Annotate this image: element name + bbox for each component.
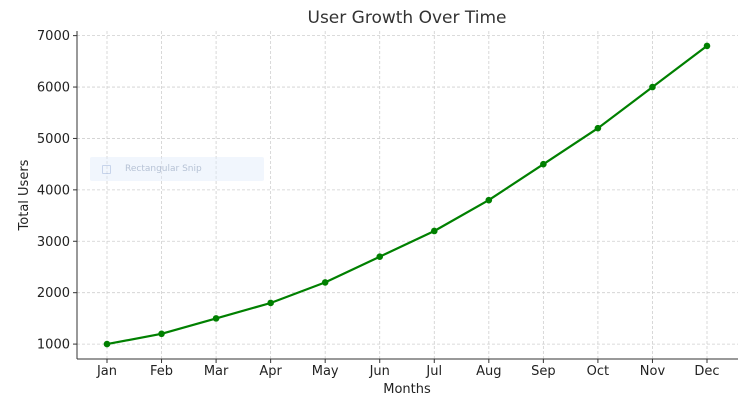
data-point — [376, 253, 384, 260]
x-tick-label: Jun — [369, 364, 390, 379]
x-tick-label: Aug — [476, 364, 501, 379]
snip-label: Rectangular Snip — [125, 164, 202, 174]
y-ticks: 1000 2000 3000 4000 5000 6000 7000 — [37, 29, 77, 353]
x-axis-label: Months — [383, 382, 431, 397]
y-tick-label: 6000 — [37, 81, 70, 96]
x-tick-label: Dec — [694, 364, 719, 379]
data-point — [158, 330, 165, 338]
x-tick-label: Jul — [425, 364, 442, 379]
y-tick-label: 7000 — [37, 29, 70, 44]
x-tick-label: Feb — [150, 364, 173, 379]
y-tick-label: 5000 — [37, 132, 70, 147]
y-tick-label: 1000 — [37, 338, 70, 353]
y-tick-label: 3000 — [37, 235, 70, 250]
data-point — [321, 279, 329, 286]
data-point — [649, 83, 656, 91]
x-tick-label: Oct — [587, 364, 609, 379]
x-tick-label: May — [312, 364, 339, 379]
y-axis-label: Total Users — [17, 159, 32, 231]
chart-title: User Growth Over Time — [308, 8, 507, 28]
x-tick-label: Sep — [531, 364, 556, 379]
x-tick-label: Jan — [96, 364, 117, 379]
series-line — [106, 45, 708, 346]
data-point — [267, 299, 274, 307]
y-tick-label: 4000 — [37, 183, 70, 198]
grid — [77, 31, 738, 359]
data-point — [703, 42, 711, 50]
data-point — [485, 196, 493, 204]
rectangular-snip-overlay: Rectangular Snip — [90, 157, 264, 181]
scissors-icon — [102, 164, 111, 174]
series-markers — [103, 42, 711, 348]
x-tick-label: Mar — [204, 364, 229, 379]
data-point — [540, 160, 547, 168]
x-ticks: Jan Feb Mar Apr May Jun Jul Aug Sep Oct Nov Dec — [96, 359, 720, 379]
x-tick-label: Nov — [640, 364, 666, 379]
data-point — [212, 315, 220, 322]
data-point — [430, 227, 438, 235]
data-point — [594, 124, 602, 132]
x-tick-label: Apr — [259, 364, 282, 379]
axes — [76, 31, 738, 360]
data-point — [103, 340, 111, 348]
y-tick-label: 2000 — [37, 286, 70, 301]
